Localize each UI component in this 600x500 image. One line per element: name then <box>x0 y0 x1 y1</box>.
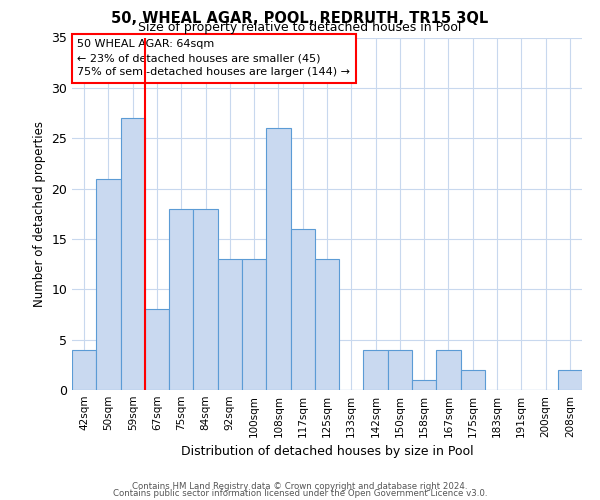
Bar <box>388 350 412 390</box>
Bar <box>242 259 266 390</box>
Bar <box>193 208 218 390</box>
Bar <box>315 259 339 390</box>
Bar <box>96 178 121 390</box>
Bar <box>364 350 388 390</box>
Bar <box>436 350 461 390</box>
Bar <box>412 380 436 390</box>
Bar <box>290 229 315 390</box>
Text: Contains public sector information licensed under the Open Government Licence v3: Contains public sector information licen… <box>113 489 487 498</box>
Bar <box>218 259 242 390</box>
Y-axis label: Number of detached properties: Number of detached properties <box>33 120 46 306</box>
X-axis label: Distribution of detached houses by size in Pool: Distribution of detached houses by size … <box>181 446 473 458</box>
Bar <box>121 118 145 390</box>
Bar <box>266 128 290 390</box>
Bar <box>72 350 96 390</box>
Bar <box>145 310 169 390</box>
Bar <box>558 370 582 390</box>
Text: 50 WHEAL AGAR: 64sqm
← 23% of detached houses are smaller (45)
75% of semi-detac: 50 WHEAL AGAR: 64sqm ← 23% of detached h… <box>77 40 350 78</box>
Text: Size of property relative to detached houses in Pool: Size of property relative to detached ho… <box>139 22 461 35</box>
Text: Contains HM Land Registry data © Crown copyright and database right 2024.: Contains HM Land Registry data © Crown c… <box>132 482 468 491</box>
Bar <box>461 370 485 390</box>
Text: 50, WHEAL AGAR, POOL, REDRUTH, TR15 3QL: 50, WHEAL AGAR, POOL, REDRUTH, TR15 3QL <box>112 11 488 26</box>
Bar <box>169 208 193 390</box>
